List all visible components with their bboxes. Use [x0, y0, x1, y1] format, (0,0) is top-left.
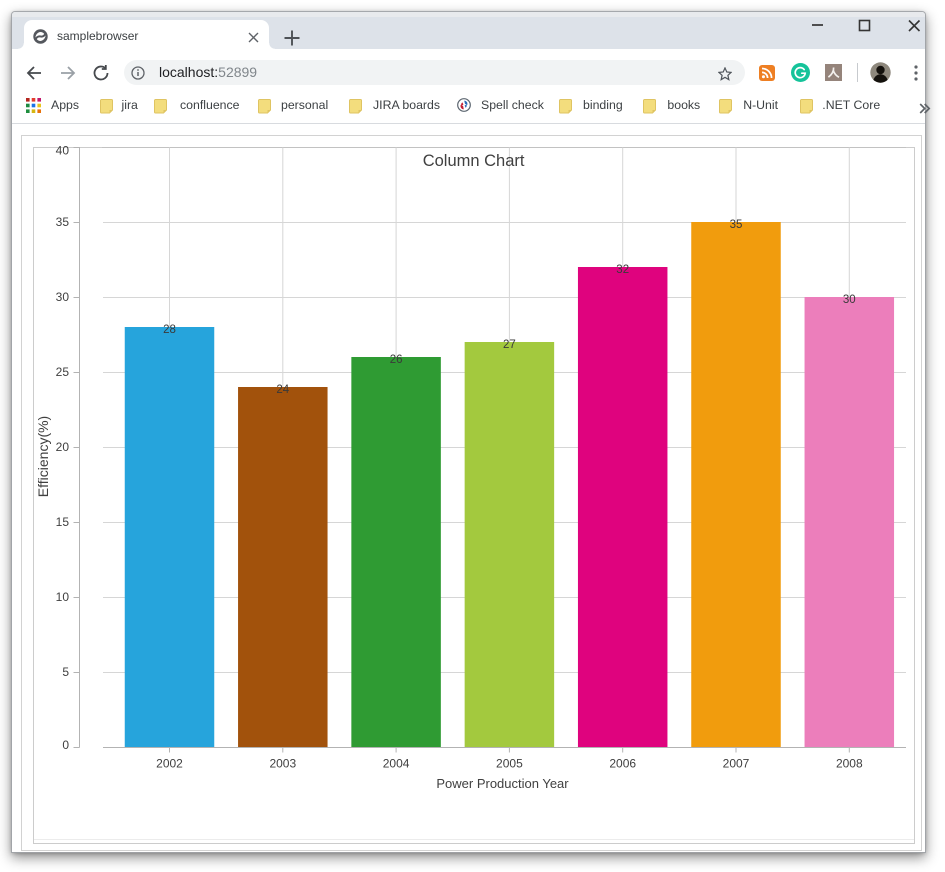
svg-text:24: 24: [276, 384, 289, 396]
svg-text:2005: 2005: [496, 757, 523, 771]
svg-text:Power Production Year: Power Production Year: [436, 776, 569, 791]
svg-text:32: 32: [616, 264, 629, 276]
svg-text:2002: 2002: [156, 757, 183, 771]
svg-text:26: 26: [390, 354, 403, 366]
svg-text:35: 35: [56, 215, 70, 229]
svg-text:10: 10: [56, 590, 70, 604]
svg-text:28: 28: [163, 324, 176, 336]
svg-text:40: 40: [56, 144, 70, 158]
svg-text:Efficiency(%): Efficiency(%): [35, 416, 51, 497]
svg-text:20: 20: [56, 440, 70, 454]
svg-text:15: 15: [56, 515, 70, 529]
svg-text:2008: 2008: [836, 757, 863, 771]
svg-text:2004: 2004: [383, 757, 410, 771]
svg-text:25: 25: [56, 365, 70, 379]
svg-text:35: 35: [730, 219, 743, 231]
svg-text:2003: 2003: [269, 757, 296, 771]
svg-text:30: 30: [843, 294, 856, 306]
svg-text:Column Chart: Column Chart: [423, 152, 525, 170]
svg-text:5: 5: [62, 665, 69, 679]
svg-text:30: 30: [56, 290, 70, 304]
svg-text:2006: 2006: [609, 757, 636, 771]
svg-text:0: 0: [62, 738, 69, 752]
svg-text:27: 27: [503, 339, 516, 351]
svg-text:2007: 2007: [723, 757, 750, 771]
